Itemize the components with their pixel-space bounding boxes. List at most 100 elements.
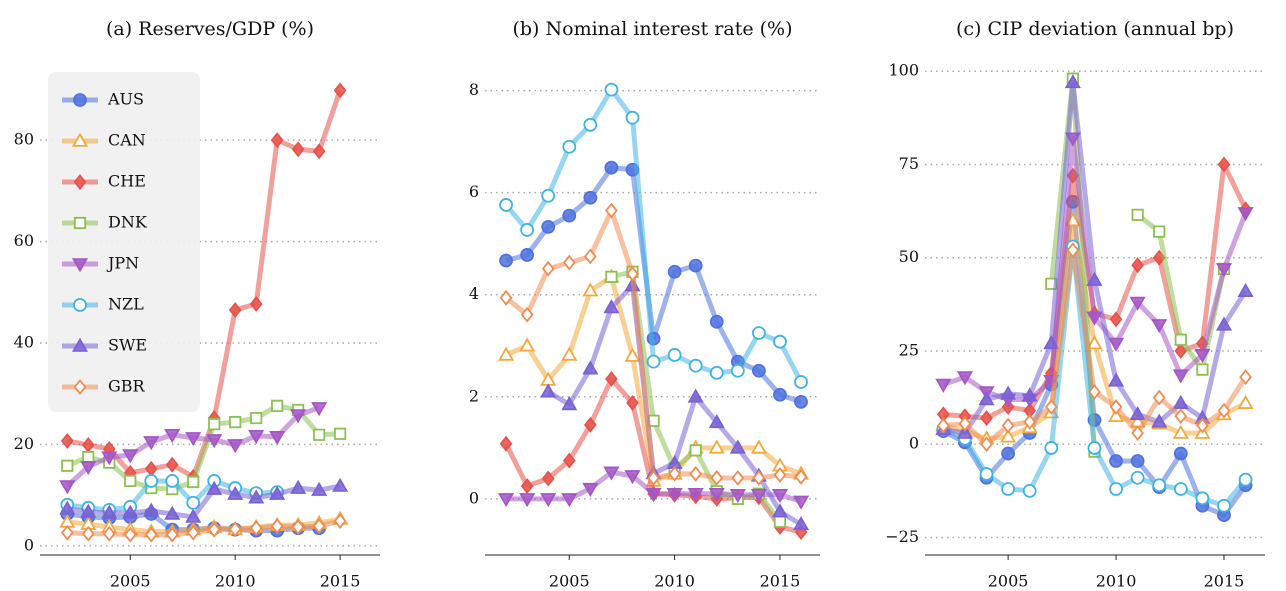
data-point	[249, 296, 263, 312]
data-point	[312, 518, 326, 535]
legend-label: SWE	[108, 336, 147, 355]
data-point	[186, 524, 200, 541]
data-point	[562, 452, 576, 469]
data-point	[731, 470, 745, 486]
data-point	[1086, 271, 1103, 286]
y-tick-label: −25	[885, 527, 919, 546]
series	[59, 402, 328, 495]
data-point	[605, 202, 618, 219]
data-point	[582, 482, 599, 497]
data-point	[687, 487, 704, 503]
data-point	[102, 525, 116, 542]
data-point	[1151, 319, 1168, 334]
data-point	[1129, 296, 1146, 311]
data-point	[271, 399, 284, 412]
y-tick-label: 6	[469, 182, 479, 201]
data-point	[1195, 491, 1210, 506]
data-point	[1043, 335, 1060, 350]
chart-title: (c) CIP deviation (annual bp)	[956, 18, 1234, 40]
legend-label: NZL	[108, 295, 144, 314]
data-point	[1109, 482, 1123, 496]
data-point	[583, 117, 598, 132]
y-tick-label: 75	[899, 154, 919, 173]
series	[936, 242, 1252, 453]
data-point	[540, 383, 557, 398]
data-point	[1107, 372, 1125, 387]
data-point	[583, 416, 597, 433]
data-point	[227, 485, 244, 500]
data-point	[499, 198, 513, 212]
data-point	[980, 410, 993, 427]
data-point	[605, 371, 618, 387]
data-point	[334, 427, 347, 440]
x-tick-label: 2005	[110, 572, 151, 591]
data-point	[1239, 369, 1252, 386]
data-point	[1129, 406, 1146, 421]
series	[499, 202, 808, 486]
legend-marker	[73, 379, 87, 395]
data-point	[270, 518, 284, 535]
legend-marker	[73, 216, 87, 230]
data-point	[956, 424, 973, 439]
data-point	[290, 409, 307, 424]
legend-box	[48, 72, 200, 412]
data-point	[1196, 363, 1209, 376]
x-tick-label: 2010	[1096, 572, 1137, 591]
legend-marker	[73, 298, 87, 312]
data-point	[1172, 424, 1189, 439]
data-point	[687, 388, 704, 403]
data-point	[165, 456, 179, 473]
legend-label: CHE	[108, 172, 146, 191]
data-point	[1064, 74, 1081, 89]
data-point	[1109, 398, 1123, 415]
data-point	[1131, 208, 1144, 221]
data-point	[1021, 387, 1038, 402]
data-point	[122, 504, 139, 519]
data-point	[250, 411, 263, 425]
data-point	[124, 474, 137, 488]
data-point	[958, 415, 972, 432]
data-point	[624, 470, 641, 485]
data-point	[1131, 425, 1144, 441]
data-point	[750, 489, 767, 504]
data-point	[101, 504, 118, 519]
y-tick-label: 60	[14, 231, 34, 250]
data-point	[122, 449, 139, 464]
y-tick-label: 100	[888, 61, 919, 80]
data-point	[561, 346, 578, 361]
data-point	[708, 487, 725, 503]
data-point	[773, 334, 787, 349]
data-point	[625, 110, 640, 125]
data-point	[541, 219, 556, 234]
x-tick-label: 2010	[215, 572, 256, 591]
data-point	[980, 436, 993, 453]
y-tick-label: 8	[469, 80, 479, 99]
data-point	[1107, 407, 1125, 423]
data-point	[773, 515, 787, 528]
data-point	[582, 360, 599, 375]
data-point	[143, 436, 160, 451]
data-point	[666, 487, 683, 503]
data-point	[667, 264, 682, 279]
data-point	[165, 474, 180, 488]
data-point	[1151, 413, 1168, 428]
data-point	[312, 143, 326, 160]
data-point	[520, 306, 534, 323]
data-point	[562, 139, 577, 154]
data-point	[1217, 402, 1231, 419]
data-point	[647, 470, 660, 486]
data-point	[228, 521, 242, 538]
legend-label: GBR	[108, 377, 146, 396]
data-point	[1173, 446, 1188, 461]
data-point	[773, 387, 787, 402]
data-point	[144, 526, 158, 543]
data-point	[186, 495, 201, 510]
data-point	[165, 526, 179, 543]
data-point	[498, 493, 515, 508]
data-point	[61, 459, 74, 472]
data-point	[771, 503, 789, 518]
data-point	[1152, 389, 1166, 406]
data-point	[708, 439, 725, 454]
data-point	[1044, 398, 1058, 415]
data-point	[1196, 417, 1209, 434]
